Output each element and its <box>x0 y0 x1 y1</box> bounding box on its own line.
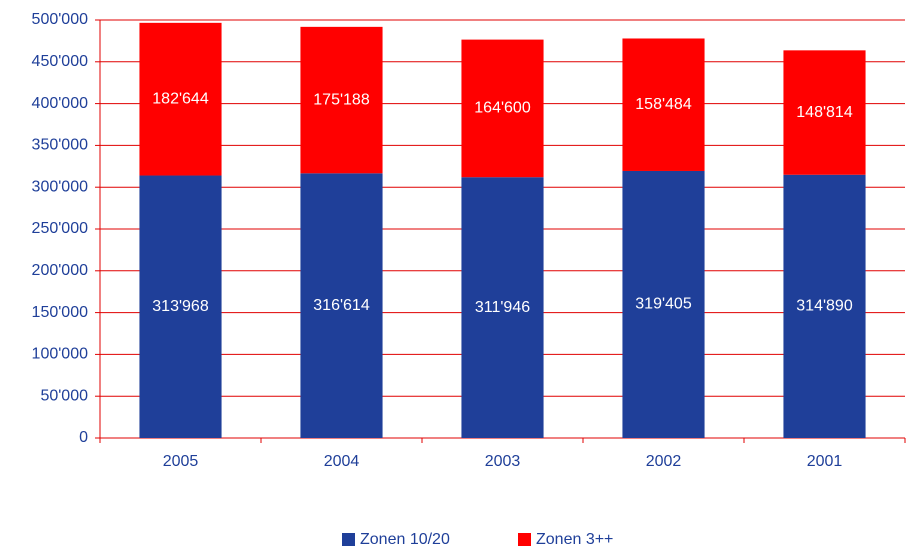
bar-segment <box>461 39 544 178</box>
x-tick-label: 2001 <box>807 453 843 470</box>
bar-segment <box>461 177 544 439</box>
value-label: 164'600 <box>474 100 531 117</box>
y-tick-label: 200'000 <box>32 262 89 279</box>
value-label: 314'890 <box>796 298 853 315</box>
y-tick-label: 500'000 <box>32 11 89 28</box>
x-tick-label: 2002 <box>646 453 682 470</box>
y-tick-label: 300'000 <box>32 178 89 195</box>
y-tick-label: 50'000 <box>40 387 88 404</box>
bar-segment <box>139 175 222 438</box>
bar-segment <box>300 26 383 174</box>
value-label: 316'614 <box>313 297 370 314</box>
legend-label: Zonen 3++ <box>536 531 613 548</box>
y-tick-label: 350'000 <box>32 137 89 154</box>
y-tick-label: 250'000 <box>32 220 89 237</box>
y-tick-label: 0 <box>79 429 88 446</box>
legend-swatch <box>342 533 355 546</box>
bar-segment <box>622 38 705 171</box>
y-tick-label: 450'000 <box>32 53 89 70</box>
value-label: 175'188 <box>313 91 370 108</box>
bar-segment <box>783 174 866 438</box>
y-tick-label: 150'000 <box>32 304 89 321</box>
value-label: 313'968 <box>152 298 209 315</box>
legend-swatch <box>518 533 531 546</box>
x-tick-label: 2004 <box>324 453 360 470</box>
y-tick-label: 400'000 <box>32 95 89 112</box>
x-tick-label: 2003 <box>485 453 521 470</box>
bar-segment <box>783 50 866 175</box>
bar-segment <box>622 170 705 438</box>
bar-segment <box>139 22 222 176</box>
value-label: 319'405 <box>635 296 692 313</box>
y-tick-label: 100'000 <box>32 346 89 363</box>
legend-label: Zonen 10/20 <box>360 531 450 548</box>
value-label: 148'814 <box>796 104 853 121</box>
value-label: 311'946 <box>475 299 530 316</box>
bar-segment <box>300 173 383 438</box>
value-label: 158'484 <box>635 96 692 113</box>
x-tick-label: 2005 <box>163 453 199 470</box>
value-label: 182'644 <box>152 90 209 107</box>
